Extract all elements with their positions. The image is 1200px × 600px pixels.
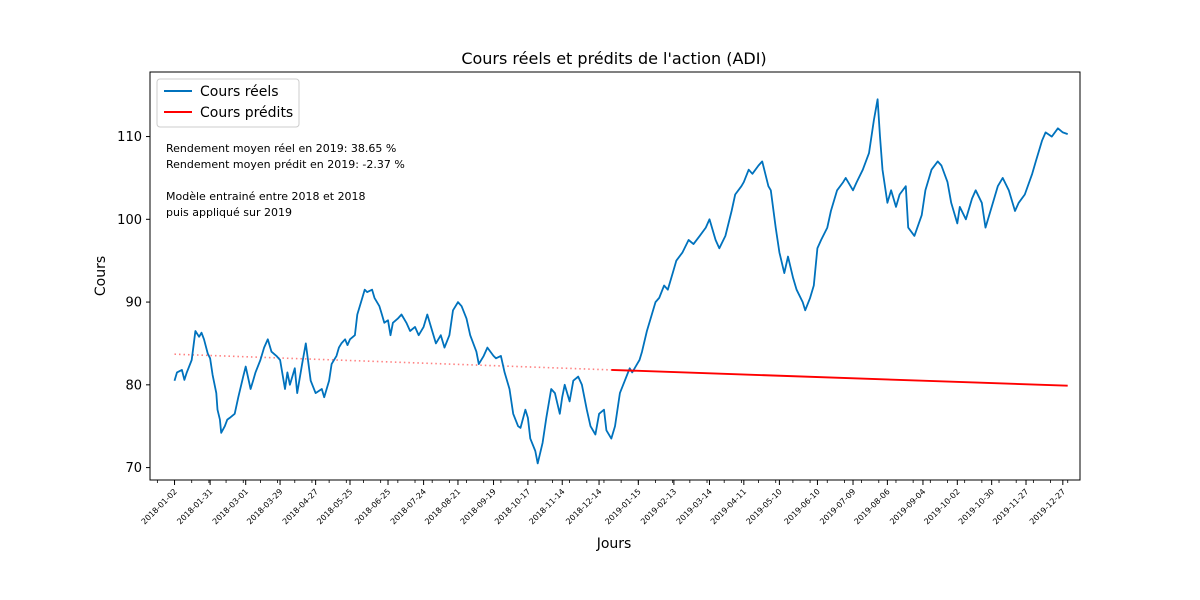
x-tick-label-2018-03-29: 2018-03-29 (245, 487, 284, 526)
plot-area (149, 71, 1081, 481)
annotation-training-period: Modèle entrainé entre 2018 et 2018 (166, 190, 366, 203)
x-tick-label-2018-08-21: 2018-08-21 (423, 487, 462, 526)
x-tick-label-2019-05-10: 2019-05-10 (745, 487, 784, 526)
x-tick-label-2019-02-13: 2019-02-13 (639, 487, 678, 526)
x-tick-label-2018-05-25: 2018-05-25 (315, 487, 354, 526)
x-tick-label-2019-10-02: 2019-10-02 (922, 487, 961, 526)
x-tick-label-2019-08-06: 2019-08-06 (853, 487, 892, 526)
series-trend-dotted (174, 353, 612, 371)
x-tick-label-2018-09-19: 2018-09-19 (459, 487, 498, 526)
x-tick-label-2018-11-14: 2018-11-14 (527, 487, 566, 526)
x-tick-label-2019-10-30: 2019-10-30 (957, 487, 996, 526)
series-cours-reels (173, 98, 1068, 465)
annotation-applied-period: puis appliqué sur 2019 (166, 206, 292, 219)
chart-title: Cours réels et prédits de l'action (ADI) (461, 49, 766, 68)
x-tick-label-2018-10-17: 2018-10-17 (493, 487, 532, 526)
x-tick-label-2018-12-14: 2018-12-14 (564, 487, 603, 526)
y-tick-label-90: 90 (125, 296, 142, 311)
y-tick-label-80: 80 (125, 378, 142, 393)
x-tick-label-2019-12-27: 2019-12-27 (1028, 487, 1067, 526)
x-tick-label-2018-03-01: 2018-03-01 (211, 487, 250, 526)
y-tick-label-110: 110 (117, 130, 142, 145)
legend-label-cours-reels: Cours réels (200, 84, 279, 100)
x-tick-label-2018-04-27: 2018-04-27 (281, 487, 320, 526)
x-tick-label-2019-11-27: 2019-11-27 (991, 487, 1030, 526)
legend-box (156, 78, 300, 128)
annotation-real-return: Rendement moyen réel en 2019: 38.65 % (166, 142, 396, 155)
y-tick-label-70: 70 (125, 461, 142, 476)
x-tick-label-2018-01-02: 2018-01-02 (140, 487, 179, 526)
x-tick-label-2018-01-31: 2018-01-31 (175, 487, 214, 526)
x-tick-label-2019-01-15: 2019-01-15 (603, 487, 642, 526)
legend: Cours réels Cours prédits (156, 78, 300, 128)
x-tick-label-2019-04-11: 2019-04-11 (709, 487, 748, 526)
x-tick-label-2018-07-24: 2018-07-24 (389, 487, 428, 526)
series-cours-predits (611, 368, 1068, 387)
y-tick-label-100: 100 (117, 213, 142, 228)
x-tick-label-2019-03-14: 2019-03-14 (675, 487, 714, 526)
x-tick-label-2018-06-25: 2018-06-25 (353, 487, 392, 526)
annotation-block: Rendement moyen réel en 2019: 38.65 % Re… (166, 142, 405, 219)
x-tick-label-2019-06-10: 2019-06-10 (783, 487, 822, 526)
legend-label-cours-predits: Cours prédits (200, 105, 293, 121)
x-tick-label-2019-07-09: 2019-07-09 (818, 487, 857, 526)
y-axis: 70 80 90 100 110 (117, 130, 150, 476)
x-tick-label-2019-09-04: 2019-09-04 (888, 487, 927, 526)
x-axis: 2018-01-022018-01-312018-03-012018-03-29… (140, 480, 1069, 526)
series-layer (173, 98, 1068, 465)
annotation-predicted-return: Rendement moyen prédit en 2019: -2.37 % (166, 158, 405, 171)
y-axis-label: Cours (93, 256, 109, 296)
x-axis-label: Jours (596, 536, 632, 552)
